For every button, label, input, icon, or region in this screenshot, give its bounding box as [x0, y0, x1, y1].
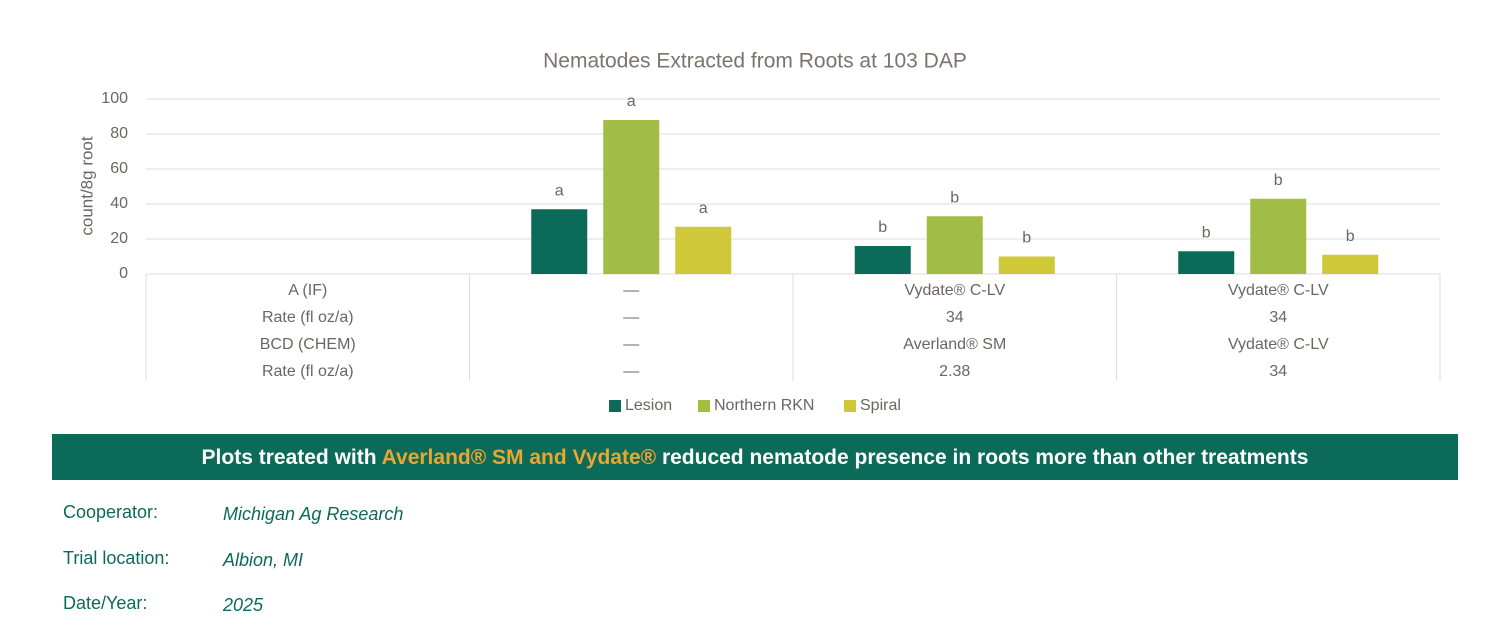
table-cell: 34: [946, 309, 964, 326]
table-cell: —: [623, 336, 639, 353]
y-tick-label: 0: [119, 265, 128, 282]
significance-letter: b: [1202, 224, 1211, 241]
table-row-label: Rate (fl oz/a): [262, 309, 354, 326]
y-tick-label: 100: [101, 90, 128, 107]
bar: [675, 226, 732, 274]
table-cell: Vydate® C-LV: [904, 282, 1005, 299]
significance-letter: a: [699, 200, 708, 217]
legend-swatch: [844, 400, 856, 412]
significance-letter: b: [1274, 172, 1283, 189]
y-axis-label: count/8g root: [77, 136, 96, 236]
table-cell: —: [623, 363, 639, 380]
y-tick-label: 60: [110, 160, 128, 177]
chart-title: Nematodes Extracted from Roots at 103 DA…: [543, 50, 967, 73]
banner-part: Plots treated with: [202, 446, 382, 469]
table-cell: —: [623, 309, 639, 326]
bar: [998, 256, 1055, 274]
legend-label: Northern RKN: [714, 397, 814, 414]
banner-highlight: Averland® SM and Vydate®: [382, 446, 657, 469]
info-label: Cooperator:: [63, 502, 158, 522]
table-cell: 34: [1269, 363, 1287, 380]
significance-letter: b: [1346, 228, 1355, 245]
banner: [52, 434, 1458, 480]
info-value: Albion, MI: [222, 550, 303, 570]
table-cell: Vydate® C-LV: [1228, 336, 1329, 353]
bar: [1178, 251, 1235, 274]
table-row-label: BCD (CHEM): [260, 336, 356, 353]
significance-letter: b: [1022, 230, 1031, 247]
y-tick-label: 20: [110, 230, 128, 247]
y-tick-label: 40: [110, 195, 128, 212]
table-cell: 2.38: [939, 363, 970, 380]
banner-text: Plots treated with Averland® SM and Vyda…: [202, 446, 1309, 469]
legend-swatch: [609, 400, 621, 412]
bar: [531, 209, 588, 274]
bar: [1250, 198, 1307, 274]
table-row-label: A (IF): [288, 282, 327, 299]
bar: [854, 246, 911, 274]
bar: [926, 216, 983, 274]
table-cell: Averland® SM: [903, 336, 1006, 353]
banner-part: reduced nematode presence in roots more …: [656, 446, 1308, 469]
table-cell: 34: [1269, 309, 1287, 326]
table-cell: —: [623, 282, 639, 299]
legend-label: Spiral: [860, 397, 901, 414]
bar: [1322, 254, 1379, 274]
legend-swatch: [698, 400, 710, 412]
info-value: Michigan Ag Research: [223, 504, 403, 524]
bar: [603, 120, 660, 274]
info-label: Trial location:: [63, 548, 169, 568]
significance-letter: b: [878, 219, 887, 236]
significance-letter: b: [950, 189, 959, 206]
legend-label: Lesion: [625, 397, 672, 414]
significance-letter: a: [555, 182, 564, 199]
table-row-label: Rate (fl oz/a): [262, 363, 354, 380]
info-value: 2025: [222, 595, 264, 615]
significance-letter: a: [627, 93, 636, 110]
info-label: Date/Year:: [63, 593, 147, 613]
table-cell: Vydate® C-LV: [1228, 282, 1329, 299]
y-tick-label: 80: [110, 125, 128, 142]
